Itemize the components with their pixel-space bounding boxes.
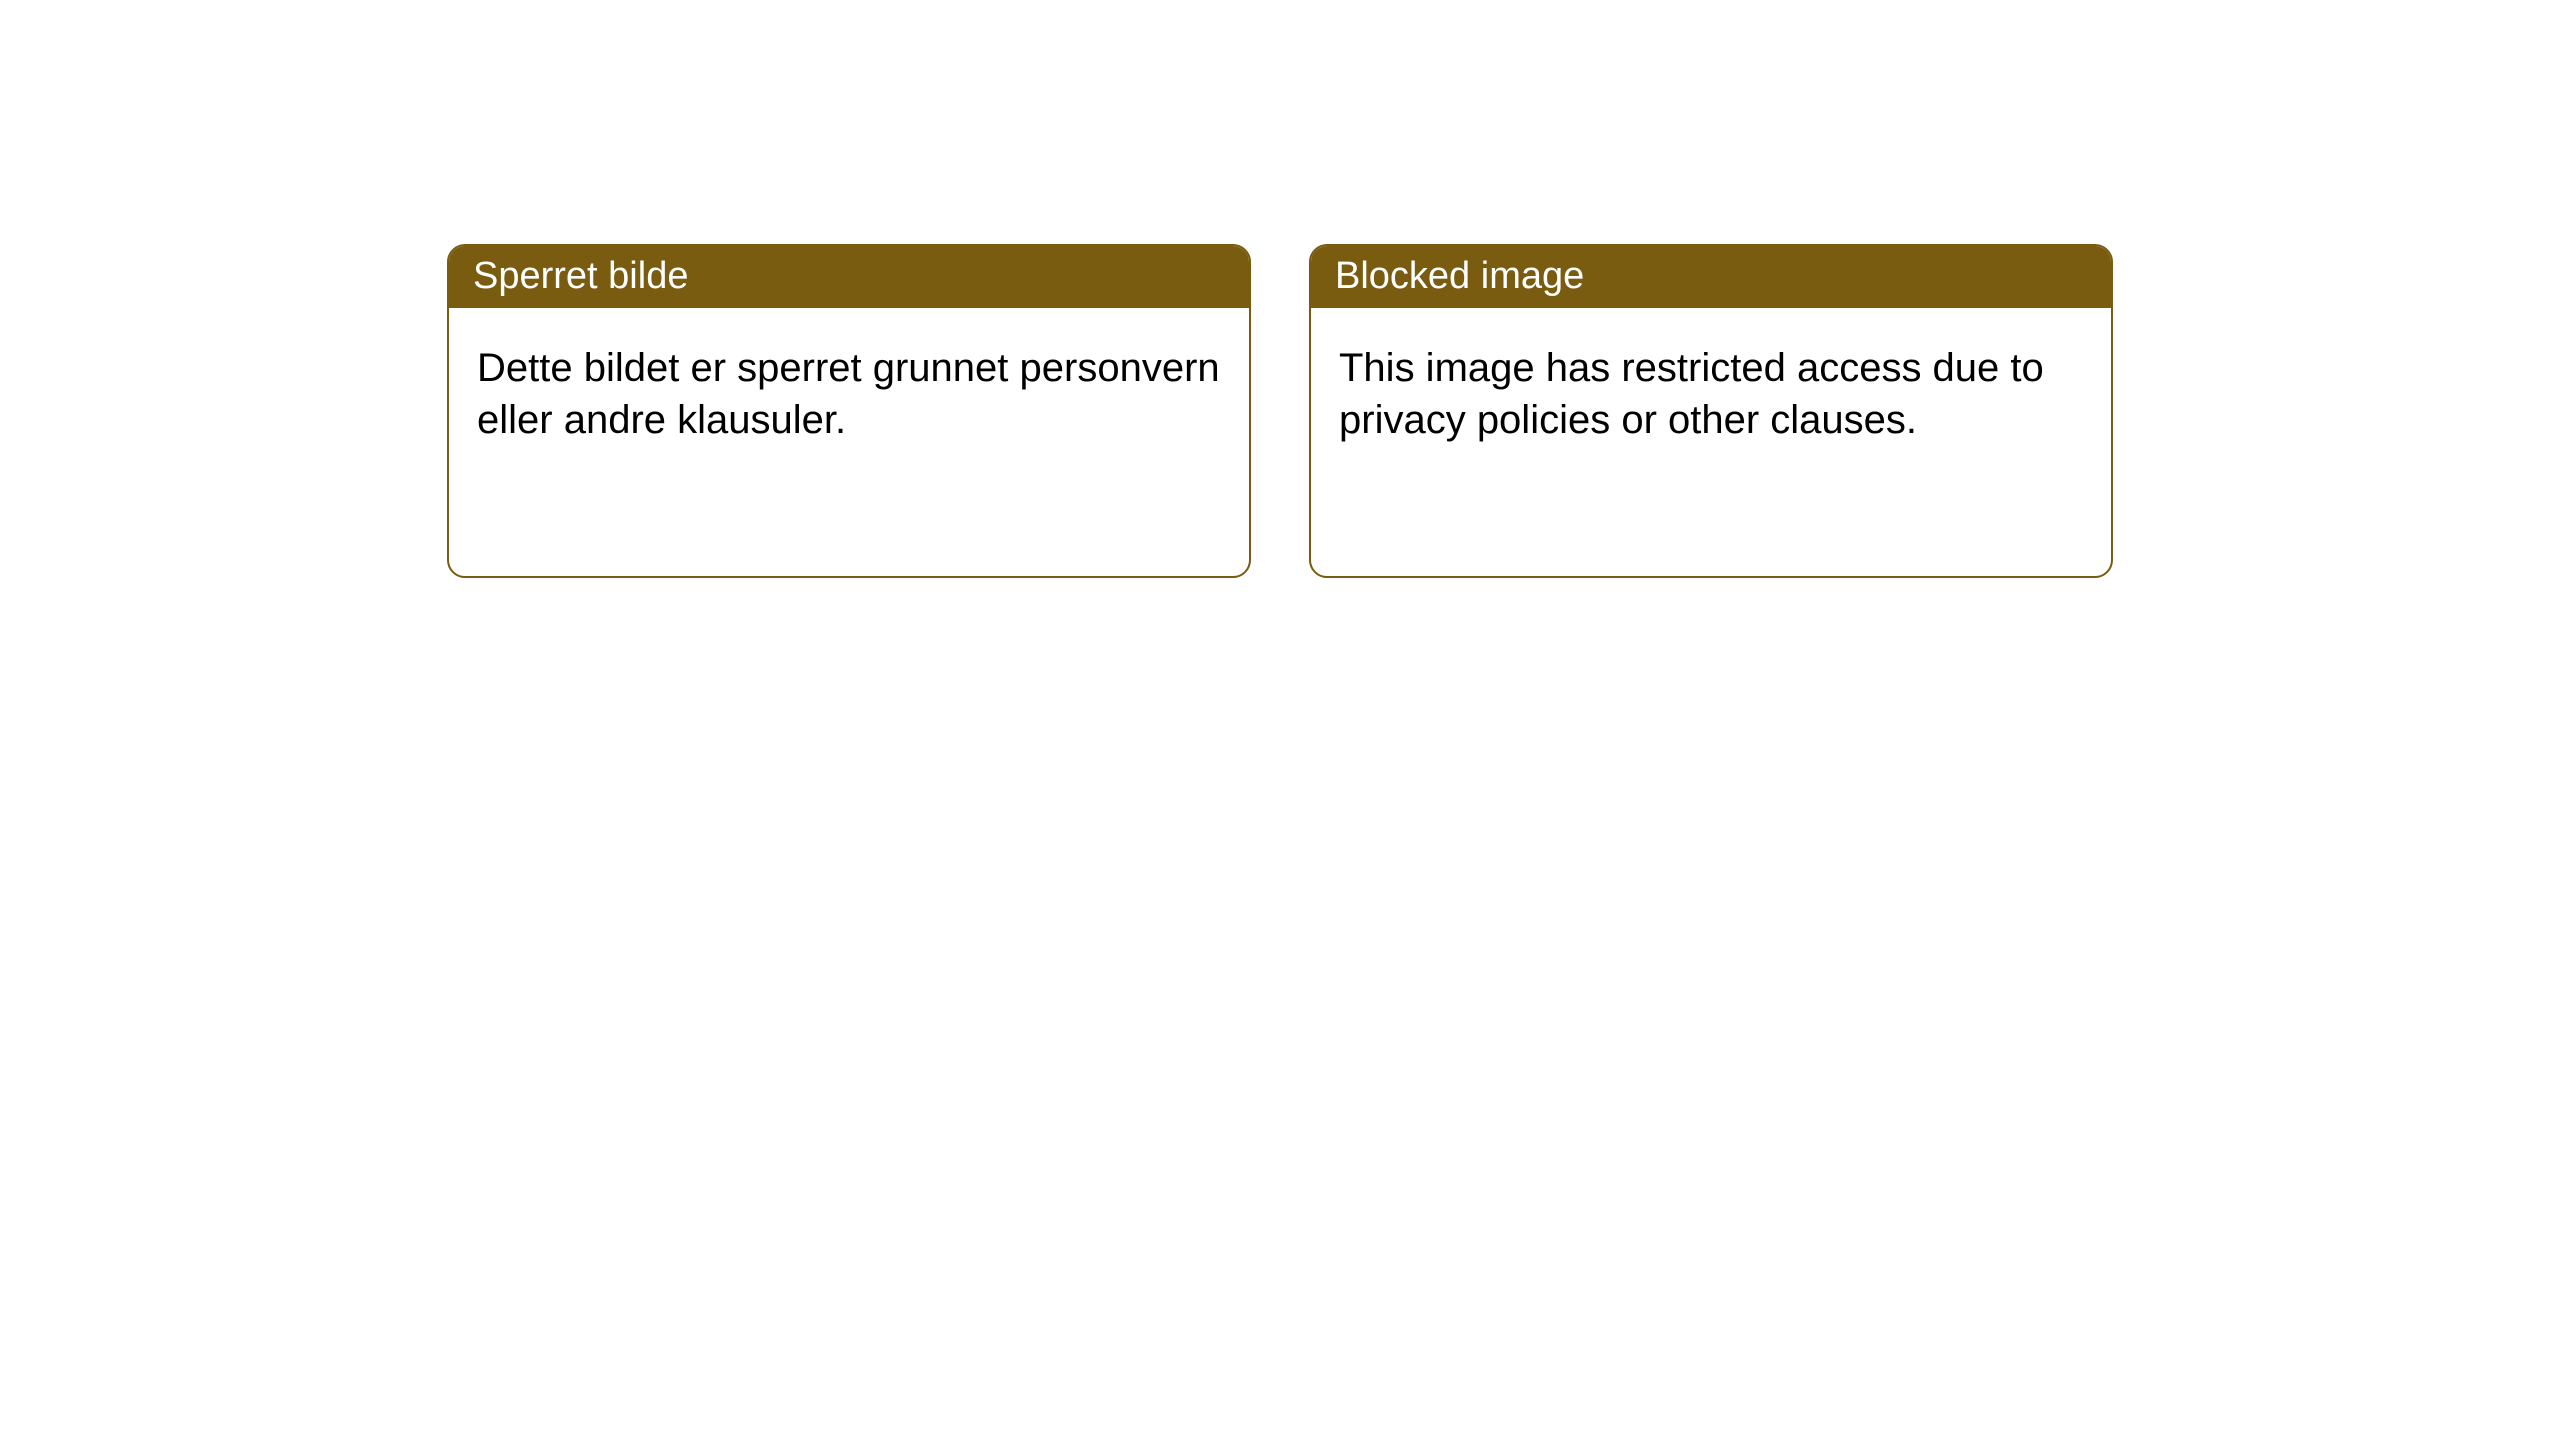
notice-body: This image has restricted access due to …: [1311, 308, 2111, 474]
notice-body: Dette bildet er sperret grunnet personve…: [449, 308, 1249, 474]
notice-header: Blocked image: [1311, 246, 2111, 308]
notice-container: Sperret bilde Dette bildet er sperret gr…: [0, 0, 2560, 578]
notice-card-english: Blocked image This image has restricted …: [1309, 244, 2113, 578]
notice-header: Sperret bilde: [449, 246, 1249, 308]
notice-card-norwegian: Sperret bilde Dette bildet er sperret gr…: [447, 244, 1251, 578]
